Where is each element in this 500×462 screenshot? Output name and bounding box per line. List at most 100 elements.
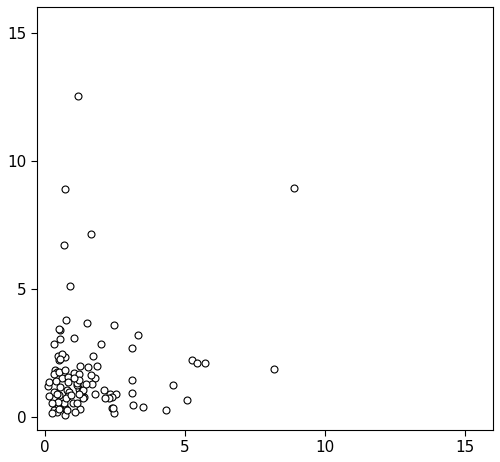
Point bbox=[80, 386, 88, 394]
Point bbox=[55, 406, 63, 413]
Point bbox=[64, 378, 72, 385]
Point bbox=[55, 325, 63, 332]
Point bbox=[54, 352, 62, 359]
Point bbox=[60, 241, 68, 249]
Point bbox=[91, 375, 99, 382]
Point bbox=[74, 92, 82, 99]
Point bbox=[61, 366, 69, 374]
Point bbox=[202, 359, 209, 367]
Point bbox=[62, 394, 70, 401]
Point bbox=[44, 378, 52, 385]
Point bbox=[98, 340, 106, 348]
Point bbox=[54, 398, 62, 405]
Point bbox=[109, 405, 117, 412]
Point bbox=[128, 345, 136, 352]
Point bbox=[129, 401, 137, 409]
Point bbox=[76, 363, 84, 370]
Point bbox=[50, 388, 58, 395]
Point bbox=[100, 386, 108, 394]
Point bbox=[72, 408, 80, 415]
Point bbox=[78, 387, 86, 395]
Point bbox=[56, 357, 64, 364]
Point bbox=[162, 407, 170, 414]
Point bbox=[86, 371, 94, 378]
Point bbox=[54, 403, 62, 411]
Point bbox=[56, 326, 64, 334]
Point bbox=[72, 379, 80, 387]
Point bbox=[93, 362, 101, 370]
Point bbox=[61, 185, 69, 192]
Point bbox=[74, 376, 82, 383]
Point bbox=[58, 350, 66, 358]
Point bbox=[48, 409, 56, 417]
Point bbox=[88, 230, 96, 237]
Point bbox=[128, 389, 136, 397]
Point bbox=[52, 377, 60, 384]
Point bbox=[64, 406, 72, 413]
Point bbox=[88, 380, 96, 388]
Point bbox=[108, 393, 116, 401]
Point bbox=[58, 375, 66, 382]
Point bbox=[50, 341, 58, 348]
Point bbox=[55, 392, 63, 399]
Point bbox=[139, 404, 147, 411]
Point bbox=[70, 370, 78, 377]
Point bbox=[75, 390, 83, 398]
Point bbox=[183, 397, 191, 404]
Point bbox=[92, 390, 100, 397]
Point bbox=[193, 359, 201, 366]
Point bbox=[80, 394, 88, 401]
Point bbox=[70, 374, 78, 382]
Point bbox=[72, 399, 80, 407]
Point bbox=[56, 335, 64, 343]
Point bbox=[270, 365, 278, 373]
Point bbox=[56, 384, 64, 391]
Point bbox=[82, 381, 90, 388]
Point bbox=[88, 353, 96, 360]
Point bbox=[75, 371, 83, 378]
Point bbox=[53, 369, 61, 376]
Point bbox=[67, 392, 75, 399]
Point bbox=[50, 367, 58, 374]
Point bbox=[63, 387, 71, 394]
Point bbox=[290, 184, 298, 191]
Point bbox=[50, 370, 58, 377]
Point bbox=[101, 395, 109, 402]
Point bbox=[79, 395, 87, 402]
Point bbox=[60, 399, 68, 407]
Point bbox=[60, 402, 68, 410]
Point bbox=[62, 353, 70, 361]
Point bbox=[169, 382, 177, 389]
Point bbox=[112, 390, 120, 398]
Point bbox=[44, 393, 52, 400]
Point bbox=[64, 373, 72, 381]
Point bbox=[188, 356, 196, 364]
Point bbox=[56, 355, 64, 363]
Point bbox=[56, 368, 64, 376]
Point bbox=[44, 383, 52, 390]
Point bbox=[62, 406, 70, 413]
Point bbox=[75, 385, 83, 393]
Point bbox=[84, 364, 92, 371]
Point bbox=[70, 334, 78, 342]
Point bbox=[62, 316, 70, 323]
Point bbox=[66, 283, 74, 290]
Point bbox=[52, 390, 60, 397]
Point bbox=[50, 406, 58, 413]
Point bbox=[105, 394, 113, 401]
Point bbox=[110, 322, 118, 329]
Point bbox=[52, 408, 60, 415]
Point bbox=[72, 381, 80, 388]
Point bbox=[83, 320, 91, 327]
Point bbox=[64, 392, 72, 399]
Point bbox=[76, 405, 84, 413]
Point bbox=[128, 377, 136, 384]
Point bbox=[64, 389, 72, 396]
Point bbox=[68, 400, 76, 407]
Point bbox=[60, 411, 68, 418]
Point bbox=[106, 391, 114, 398]
Point bbox=[108, 405, 116, 412]
Point bbox=[110, 409, 118, 417]
Point bbox=[48, 400, 56, 407]
Point bbox=[134, 331, 142, 339]
